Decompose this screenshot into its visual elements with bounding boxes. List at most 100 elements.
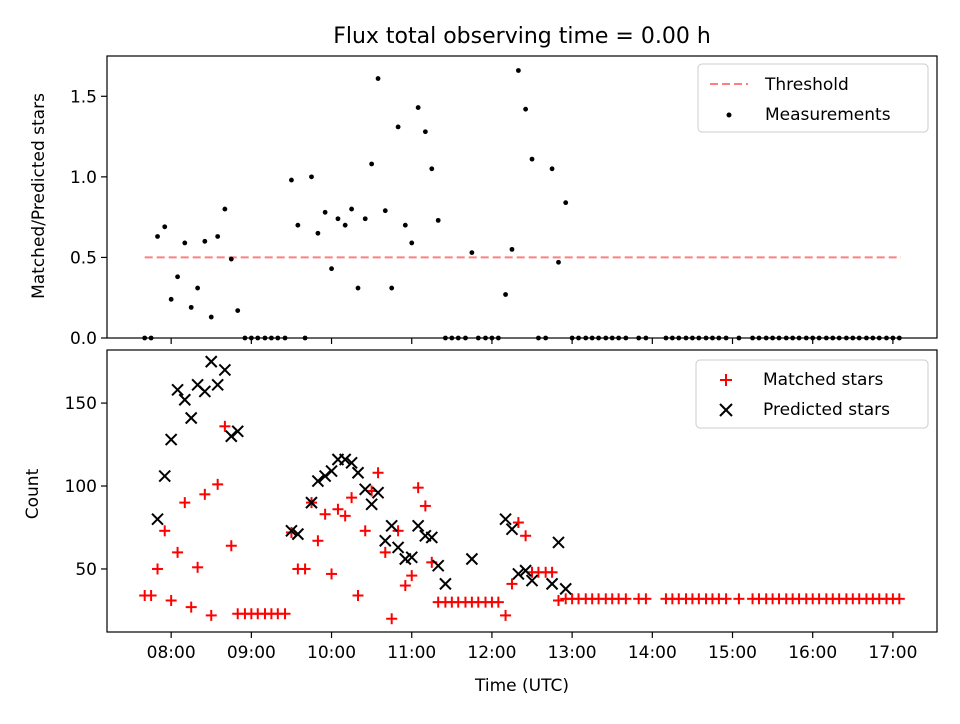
matched-star-marker [500, 609, 512, 621]
matched-star-marker [279, 608, 291, 620]
matched-star-marker [372, 467, 384, 479]
predicted-star-marker [559, 582, 572, 596]
x-tick-label: 15:00 [708, 643, 757, 663]
measurement-point [529, 156, 535, 162]
matched-star-marker [346, 492, 358, 504]
measurement-point [175, 274, 180, 280]
measurement-point [362, 216, 368, 222]
predicted-star-marker [205, 355, 218, 368]
measurement-point [155, 234, 160, 239]
bottom-y-tick-label: 100 [65, 477, 97, 497]
measurement-point [235, 308, 241, 314]
predicted-star-marker [218, 363, 232, 377]
matched-star-marker [520, 530, 532, 542]
predicted-star-marker [158, 469, 171, 483]
matched-star-marker [219, 420, 231, 432]
matched-star-marker [419, 500, 431, 512]
measurement-point [422, 129, 428, 135]
measurement-point [329, 266, 334, 272]
x-tick-label: 08:00 [147, 643, 196, 663]
predicted-star-marker [325, 464, 338, 478]
matched-star-marker [299, 563, 311, 575]
bottom-legend: Matched stars Predicted stars [695, 359, 929, 429]
predicted-star-marker [164, 433, 178, 446]
predicted-star-marker [371, 486, 385, 499]
bottom-axis-ticks: 08:00 09:00 10:00 11:00 12:00 13:00 14:00 15:00… [65, 394, 918, 663]
legend-measurements-label: Measurements [765, 105, 891, 125]
matched-star-marker [379, 546, 391, 558]
top-y-axis-label: Matched/Predicted stars [29, 93, 49, 299]
predicted-star-marker [385, 519, 398, 533]
measurement-point [509, 246, 515, 252]
predicted-star-marker [411, 519, 425, 533]
predicted-star-marker [405, 551, 418, 564]
predicted-star-marker [512, 567, 525, 581]
matched-star-marker [172, 546, 184, 558]
predicted-star-marker [311, 474, 325, 488]
predicted-star-marker [231, 425, 244, 438]
top-legend-box [697, 63, 929, 133]
matched-star-marker [212, 478, 224, 490]
bottom-y-axis-label: Count [23, 468, 43, 519]
measurement-point [342, 222, 348, 228]
matched-star-marker [332, 503, 344, 515]
predicted-star-marker [439, 577, 452, 591]
matched-star-marker [546, 566, 558, 578]
matched-star-marker [159, 525, 171, 537]
top-legend: Threshold Measurements [697, 63, 929, 133]
measurement-point [222, 206, 228, 212]
matched-star-marker [326, 568, 338, 580]
predicted-star-marker [431, 559, 445, 572]
matched-star-marker [359, 525, 371, 537]
predicted-star-marker [338, 453, 352, 466]
measurement-point [469, 250, 475, 255]
measurement-point [195, 285, 201, 291]
matched-star-marker [312, 535, 324, 547]
x-tick-label: 16:00 [788, 643, 837, 663]
predicted-star-marker [379, 534, 392, 547]
predicted-star-marker [465, 552, 479, 566]
matched-star-marker [319, 508, 331, 520]
legend-matched-swatch [720, 374, 732, 386]
matched-star-marker [339, 510, 351, 522]
predicted-star-marker [178, 393, 191, 406]
x-tick-label: 10:00 [307, 643, 356, 663]
predicted-star-marker [545, 577, 559, 591]
legend-matched-label: Matched stars [763, 370, 883, 390]
matched-star-marker [225, 540, 237, 552]
predicted-star-marker [151, 512, 164, 526]
matched-star-marker [512, 517, 524, 529]
matched-star-marker [185, 601, 197, 613]
x-tick-label: 09:00 [227, 643, 276, 663]
predicted-star-marker [365, 498, 378, 511]
measurement-point [289, 177, 294, 183]
predicted-star-marker [198, 385, 212, 398]
measurement-point [349, 206, 354, 212]
measurement-point [503, 292, 508, 297]
bottom-y-tick-label: 150 [65, 394, 97, 414]
top-y-tick-label: 0.0 [70, 329, 97, 349]
x-tick-label: 12:00 [467, 643, 516, 663]
predicted-star-marker [184, 411, 198, 425]
measurement-point [429, 166, 435, 172]
top-y-tick-label: 0.5 [70, 248, 97, 268]
bottom-axes-frame [106, 349, 938, 633]
measurement-point [309, 174, 314, 180]
measurement-point [375, 76, 381, 81]
matched-star-marker [552, 594, 564, 606]
legend-measurements-swatch [726, 112, 732, 118]
measurement-point [549, 166, 555, 172]
measurement-point [188, 304, 194, 310]
predicted-star-markers [151, 355, 572, 596]
measurement-point [523, 106, 529, 112]
chart-title: Flux total observing time = 0.00 h [333, 24, 711, 49]
top-panel: Flux total observing time = 0.00 h Match… [29, 24, 938, 349]
matched-star-marker [145, 590, 157, 602]
matched-star-marker [205, 609, 217, 621]
measurement-point [168, 296, 174, 302]
measurement-point [389, 285, 395, 291]
measurement-point [395, 124, 401, 130]
top-axis-ticks: 0.0 0.5 1.0 1.5 [70, 87, 894, 349]
predicted-star-marker [519, 564, 532, 577]
legend-predicted-label: Predicted stars [763, 400, 890, 420]
